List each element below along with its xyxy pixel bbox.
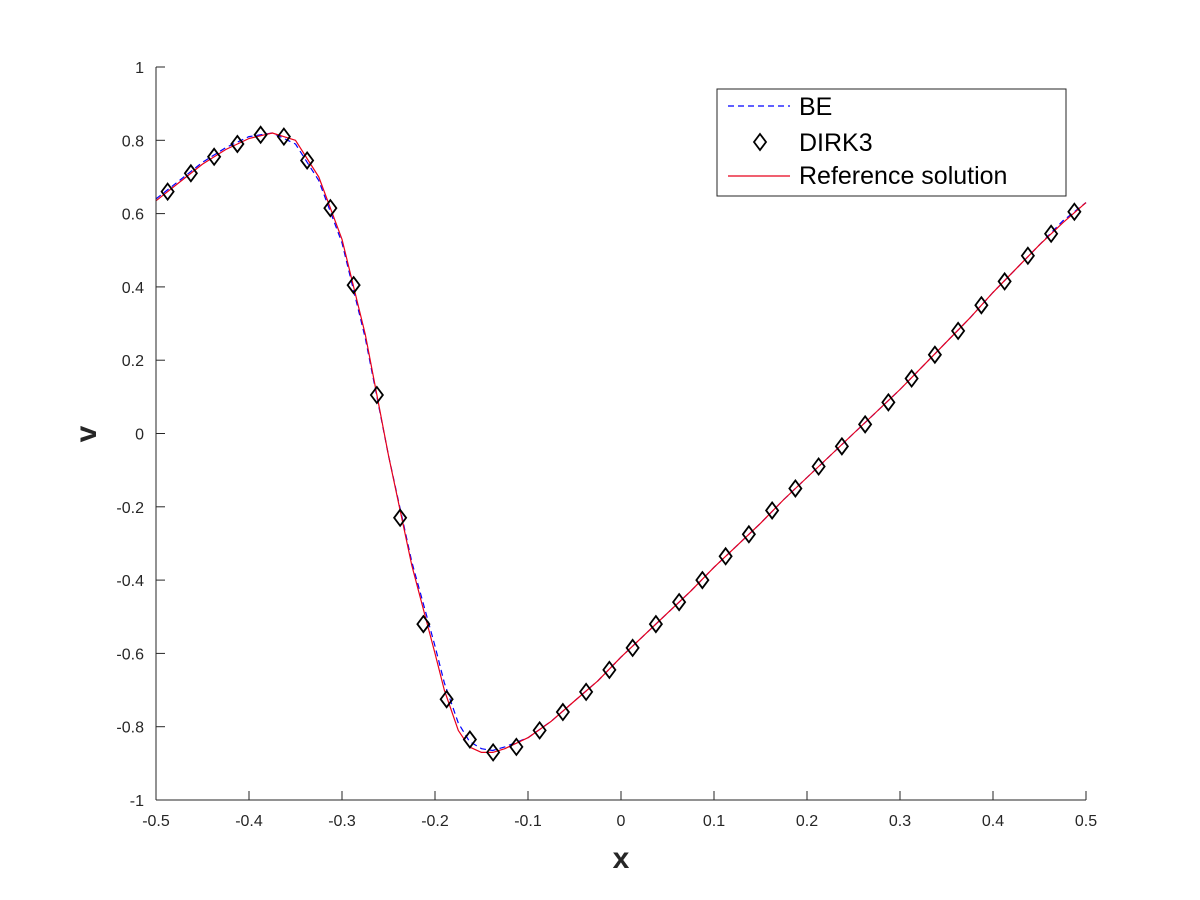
y-tick-label: -0.2 xyxy=(116,500,144,517)
dirk3-marker xyxy=(602,660,617,680)
dirk3-marker xyxy=(369,385,384,405)
dirk3-marker xyxy=(1020,246,1036,266)
y-tick-label: -0.4 xyxy=(116,573,144,590)
dirk3-marker xyxy=(532,720,547,740)
y-tick-label: 0.4 xyxy=(122,280,144,297)
y-axis-label: v xyxy=(70,425,103,442)
y-tick-label: -1 xyxy=(130,793,144,810)
dirk3-marker xyxy=(509,737,524,757)
y-tick-label: -0.8 xyxy=(116,720,144,737)
x-tick-label: -0.3 xyxy=(328,813,356,830)
dirk3-marker xyxy=(555,702,570,722)
dirk3-marker xyxy=(788,478,803,498)
x-axis-label: x xyxy=(613,842,630,875)
x-tick-label: 0.1 xyxy=(703,813,725,830)
x-tick-label: -0.1 xyxy=(514,813,542,830)
dirk3-marker xyxy=(393,508,408,528)
dirk3-marker xyxy=(486,742,501,762)
legend-swatch-dirk3 xyxy=(752,132,768,152)
dirk3-marker xyxy=(881,392,896,412)
dirk3-marker xyxy=(765,500,780,520)
dirk3-marker xyxy=(648,614,663,634)
dirk3-marker xyxy=(579,682,594,702)
x-tick-label: 0 xyxy=(617,813,626,830)
dirk3-marker xyxy=(160,182,175,202)
dirk3-marker xyxy=(207,147,222,167)
dirk3-marker xyxy=(834,436,849,456)
dirk3-marker xyxy=(323,198,338,218)
dirk3-marker xyxy=(718,546,733,566)
dirk3-marker xyxy=(811,456,826,476)
dirk3-marker xyxy=(997,271,1012,291)
y-tick-label: 0 xyxy=(135,427,144,444)
y-tick-label: -0.6 xyxy=(116,646,144,663)
ticks-layer: -0.5 -0.4 -0.3 -0.2 -0.1 0 0.1 0.2 0.3 0.4 0.5 -1 -0… xyxy=(116,60,1097,830)
dirk3-marker xyxy=(253,125,268,145)
dirk3-marker xyxy=(300,150,315,170)
x-tick-label: 0.3 xyxy=(889,813,911,830)
dirk3-marker xyxy=(276,127,291,147)
legend-label-reference: Reference solution xyxy=(799,162,1007,190)
dirk3-marker xyxy=(927,345,942,365)
dirk3-marker xyxy=(904,369,919,389)
legend: BE DIRK3 Reference solution xyxy=(716,88,1067,197)
dirk3-marker xyxy=(741,524,756,544)
x-tick-label: -0.5 xyxy=(142,813,170,830)
dirk3-marker xyxy=(858,414,873,434)
dirk3-marker xyxy=(695,570,710,590)
reference-solution-line xyxy=(155,132,1087,754)
x-tick-label: 0.4 xyxy=(982,813,1004,830)
x-tick-label: -0.4 xyxy=(235,813,263,830)
y-tick-label: 1 xyxy=(135,60,144,77)
dirk3-marker xyxy=(1044,224,1059,244)
series-layer xyxy=(155,125,1087,762)
dirk3-marker xyxy=(625,638,640,658)
legend-box xyxy=(716,88,1067,197)
y-tick-label: 0.6 xyxy=(122,207,144,224)
dirk3-marker xyxy=(951,321,966,341)
dirk3-marker xyxy=(672,592,687,612)
x-tick-label: -0.2 xyxy=(421,813,449,830)
dirk3-marker xyxy=(416,614,431,634)
dirk3-marker xyxy=(974,295,989,315)
dirk3-marker xyxy=(462,730,477,750)
y-tick-label: 0.2 xyxy=(122,353,144,370)
dirk3-marker xyxy=(1067,202,1082,222)
dirk3-marker xyxy=(230,134,245,154)
dirk3-marker xyxy=(183,163,198,183)
dirk3-marker xyxy=(439,689,454,709)
x-tick-label: 0.2 xyxy=(796,813,818,830)
y-tick-label: 0.8 xyxy=(122,133,144,150)
legend-label-be: BE xyxy=(799,93,832,121)
legend-label-dirk3: DIRK3 xyxy=(799,129,873,157)
dirk3-marker xyxy=(346,275,361,295)
x-tick-label: 0.5 xyxy=(1075,813,1097,830)
